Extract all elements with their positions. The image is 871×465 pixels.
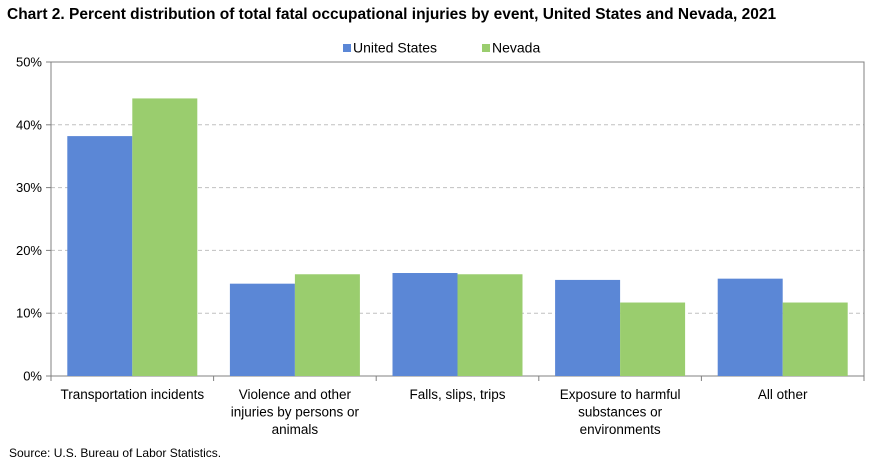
bar-chart: 0% 10% 20% 30% 40% 50% Transportation incident… xyxy=(16,40,865,437)
source-note: Source: U.S. Bureau of Labor Statistics. xyxy=(9,446,222,460)
x-category-label: Violence and other xyxy=(239,387,352,402)
x-category-label: animals xyxy=(272,422,319,437)
legend-label: United States xyxy=(353,40,437,56)
x-category-label: environments xyxy=(580,422,661,437)
bar-united-states xyxy=(555,279,621,376)
legend-label: Nevada xyxy=(492,40,540,56)
legend-swatch xyxy=(343,44,351,52)
bar-nevada xyxy=(782,302,848,376)
bar-nevada xyxy=(294,274,360,376)
bar-nevada xyxy=(457,274,523,376)
y-tick-label: 40% xyxy=(16,117,42,132)
y-tick-label: 0% xyxy=(23,369,42,384)
bar-united-states xyxy=(229,283,295,376)
y-tick-label: 30% xyxy=(16,180,42,195)
x-category-label: Transportation incidents xyxy=(61,387,205,402)
bar-united-states xyxy=(67,136,133,376)
bar-united-states xyxy=(717,278,783,376)
legend-swatch xyxy=(482,44,490,52)
chart-title: Chart 2. Percent distribution of total f… xyxy=(7,6,777,23)
y-tick-label: 50% xyxy=(16,55,42,70)
bar-nevada xyxy=(132,98,198,376)
bar-nevada xyxy=(620,302,686,376)
x-category-label: Exposure to harmful xyxy=(560,387,681,402)
x-category-label: All other xyxy=(758,387,808,402)
y-tick-label: 20% xyxy=(16,243,42,258)
x-category-label: injuries by persons or xyxy=(231,405,360,420)
y-tick-label: 10% xyxy=(16,306,42,321)
x-category-label: substances or xyxy=(578,405,663,420)
x-category-label: Falls, slips, trips xyxy=(409,387,505,402)
bar-united-states xyxy=(392,273,458,376)
